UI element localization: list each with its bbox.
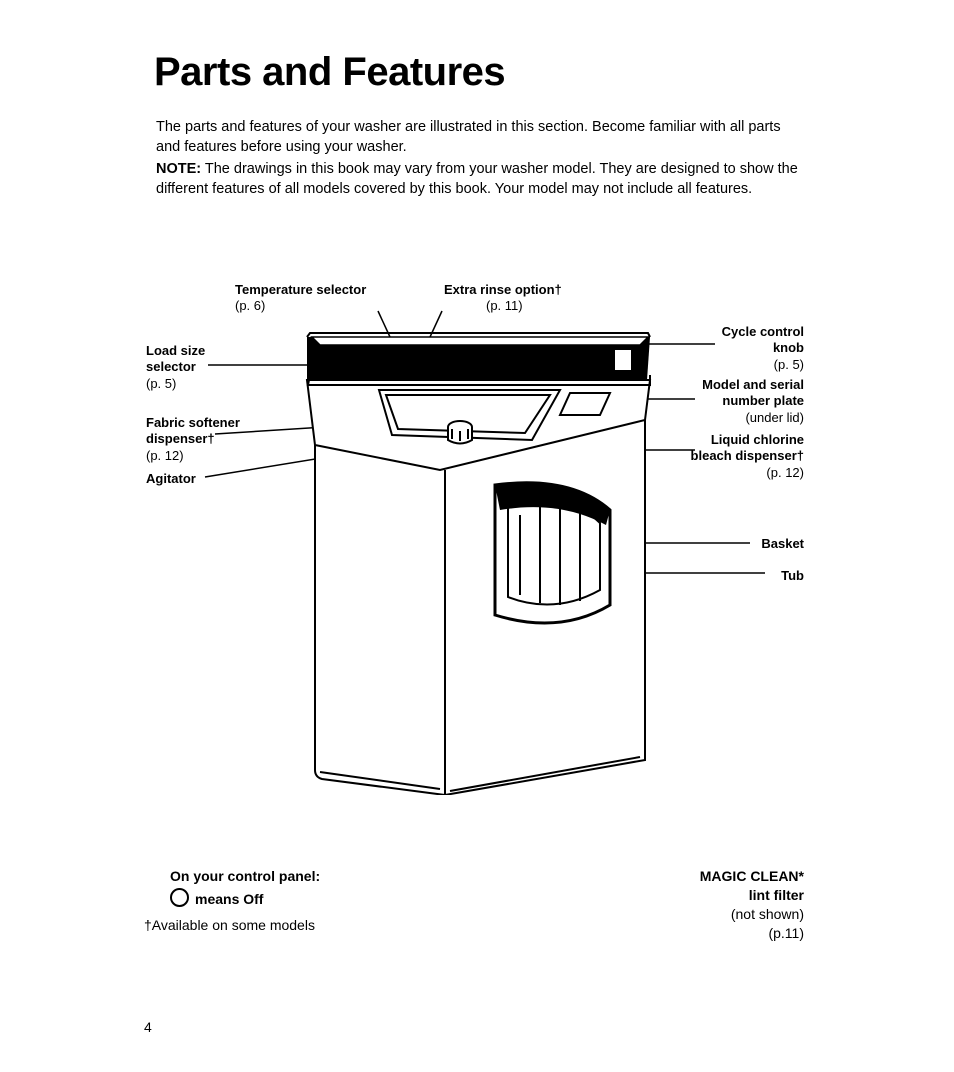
washer-diagram: Temperature selector (p. 6) Extra rinse …	[140, 275, 830, 795]
label-load-size: Load size selector (p. 5)	[146, 343, 205, 392]
mc-page: (p.11)	[768, 925, 804, 941]
panel-line: On your control panel:	[170, 868, 320, 884]
mc-title: MAGIC CLEAN*	[700, 868, 804, 884]
label-bleach-dispenser: Liquid chlorine bleach dispenser† (p. 12…	[691, 432, 804, 481]
label-fabric-softener: Fabric softener dispenser† (p. 12)	[146, 415, 240, 464]
mc-sub: lint filter	[749, 887, 804, 903]
note-body: The drawings in this book may vary from …	[156, 161, 798, 197]
label-basket: Basket	[761, 536, 804, 552]
label-cycle-control: Cycle control knob (p. 5)	[722, 324, 804, 373]
label-tub: Tub	[781, 568, 804, 584]
manual-page: Parts and Features The parts and feature…	[0, 0, 954, 1072]
label-agitator: Agitator	[146, 471, 196, 487]
footer-magic-clean: MAGIC CLEAN* lint filter (not shown) (p.…	[700, 867, 804, 943]
off-icon	[170, 888, 189, 907]
off-text: means Off	[195, 891, 263, 907]
label-extra-rinse: Extra rinse option† (p. 11)	[444, 282, 562, 315]
footer-control-panel: On your control panel: means Off	[170, 866, 320, 910]
intro-text: The parts and features of your washer ar…	[156, 118, 806, 157]
note-label: NOTE:	[156, 161, 201, 177]
note-text: NOTE: The drawings in this book may vary…	[156, 160, 806, 199]
footnote-available: †Available on some models	[144, 917, 315, 933]
page-number: 4	[144, 1019, 152, 1035]
label-model-plate: Model and serial number plate (under lid…	[702, 377, 804, 426]
mc-not-shown: (not shown)	[731, 906, 804, 922]
label-temp-selector: Temperature selector (p. 6)	[235, 282, 366, 315]
page-title: Parts and Features	[154, 50, 505, 95]
